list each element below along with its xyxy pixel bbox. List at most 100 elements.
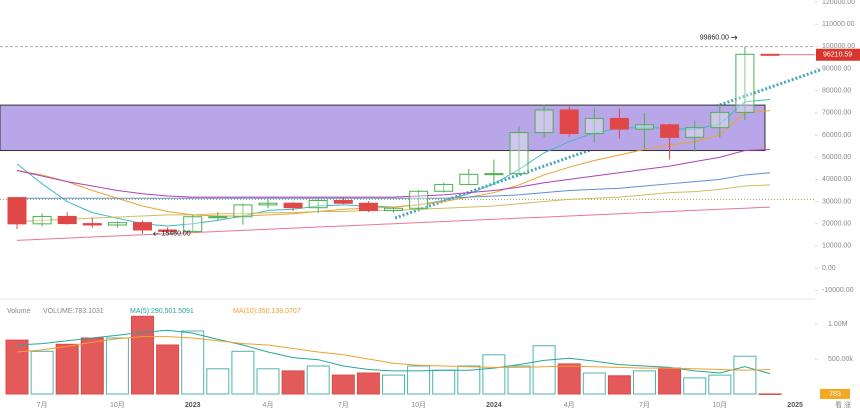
volume-bar (30, 350, 54, 395)
x-tick-label: 4月 (564, 401, 575, 409)
volume-bar (557, 363, 581, 395)
candle-body (609, 117, 629, 130)
y-tick-label: 50000.00 (822, 154, 851, 161)
x-tick-label: 4月 (263, 401, 274, 409)
candle-body (133, 222, 152, 231)
candle-body (333, 199, 353, 204)
y-tick-label: 0.00 (822, 265, 836, 272)
candle-body (208, 216, 228, 219)
candle-body (7, 197, 27, 225)
price-ma-line (16, 110, 771, 217)
candle-body (710, 111, 730, 129)
y-tick-label: -10000.00 (822, 287, 854, 294)
volume-ma-line (16, 336, 771, 371)
candle-body (635, 124, 654, 130)
volume-bar (532, 345, 556, 395)
volume-bar (55, 343, 79, 395)
price-ma-line (16, 184, 771, 223)
volume-bar (331, 374, 355, 395)
candle-body (459, 173, 479, 185)
volume-bar (131, 315, 154, 395)
volume-bar (181, 330, 205, 395)
y-tick-label: 80000.00 (822, 88, 851, 95)
candle-body (233, 204, 253, 218)
volume-current: VOLUME:783.1031 (43, 308, 104, 315)
candle-body (434, 183, 454, 192)
volume-bar (582, 372, 606, 395)
x-tick-label: 2024 (486, 402, 502, 409)
y-tick-label: 120000.00 (822, 0, 855, 6)
candle-body (559, 109, 579, 135)
candle-body (107, 222, 127, 226)
annotation: 99860.00 (700, 34, 729, 41)
price-box (816, 48, 860, 61)
volume-bar (105, 337, 129, 395)
volume-tick-label: 500.00k (828, 356, 853, 363)
volume-tick-label: 1.00M (828, 321, 848, 328)
candle-body (308, 199, 328, 209)
volume-bar (457, 365, 481, 395)
candle-body (534, 109, 554, 134)
corner-text: 看 涨 (835, 400, 851, 409)
volume-box (820, 388, 850, 399)
x-tick-label: 2025 (787, 402, 803, 409)
candle-body (183, 216, 203, 232)
annotation: 15460.00 (162, 231, 191, 238)
volume-bar (382, 374, 405, 395)
x-tick-label: 10月 (712, 401, 727, 409)
y-tick-label: 30000.00 (822, 198, 851, 205)
volume-ma-line (16, 329, 771, 375)
volume-bar (5, 339, 29, 395)
volume-bar (80, 337, 104, 395)
y-tick-label: 60000.00 (822, 132, 851, 139)
candle-body (358, 202, 378, 212)
candle-body (509, 132, 529, 175)
candle-body (484, 173, 504, 176)
volume-bar (708, 374, 732, 395)
volume-bar (281, 370, 305, 395)
volume-ma-legend: MA(5):290,501.5091 (130, 308, 194, 315)
x-tick-label: 10月 (411, 401, 426, 409)
y-tick-label: 70000.00 (822, 110, 851, 117)
x-tick-label: 7月 (37, 401, 48, 409)
x-tick-label: 10月 (110, 401, 125, 409)
annotation-arrow (730, 35, 738, 40)
volume-bar (306, 365, 330, 395)
volume-title: Volume (7, 308, 30, 315)
volume-bar (758, 393, 782, 395)
candle-body (660, 124, 680, 138)
y-tick-label: 20000.00 (822, 221, 851, 228)
candle-body (32, 215, 52, 225)
y-tick-label: 100000.00 (822, 43, 855, 50)
candle-body (158, 229, 178, 232)
candle-body (584, 117, 604, 135)
y-tick-label: 10000.00 (822, 243, 851, 250)
candle-body (384, 207, 403, 212)
volume-bar (482, 354, 506, 395)
x-tick-label: 7月 (338, 401, 349, 409)
volume-box-label: 783 (829, 391, 841, 398)
y-tick-label: 110000.00 (822, 21, 855, 28)
volume-bar (658, 367, 682, 395)
candle-body (685, 127, 705, 138)
volume-bar (231, 350, 255, 395)
candle-body (283, 202, 303, 209)
x-tick-label: 7月 (639, 401, 650, 409)
price-ma-line (16, 206, 771, 241)
volume-bar (733, 355, 757, 395)
volume-bar (607, 375, 631, 395)
candle-body (258, 202, 278, 206)
volume-bar (633, 370, 656, 395)
volume-bar (407, 365, 431, 395)
price-ma-line (16, 148, 771, 198)
y-tick-label: 40000.00 (822, 176, 851, 183)
price-box-label: 96210.59 (823, 52, 852, 59)
x-tick-label: 2023 (185, 402, 201, 409)
candle-body (57, 215, 77, 225)
candle-body (735, 53, 755, 113)
volume-bar (206, 368, 230, 395)
volume-bar (156, 344, 180, 395)
price-ma-line (17, 172, 771, 199)
y-tick-label: 90000.00 (822, 65, 851, 72)
